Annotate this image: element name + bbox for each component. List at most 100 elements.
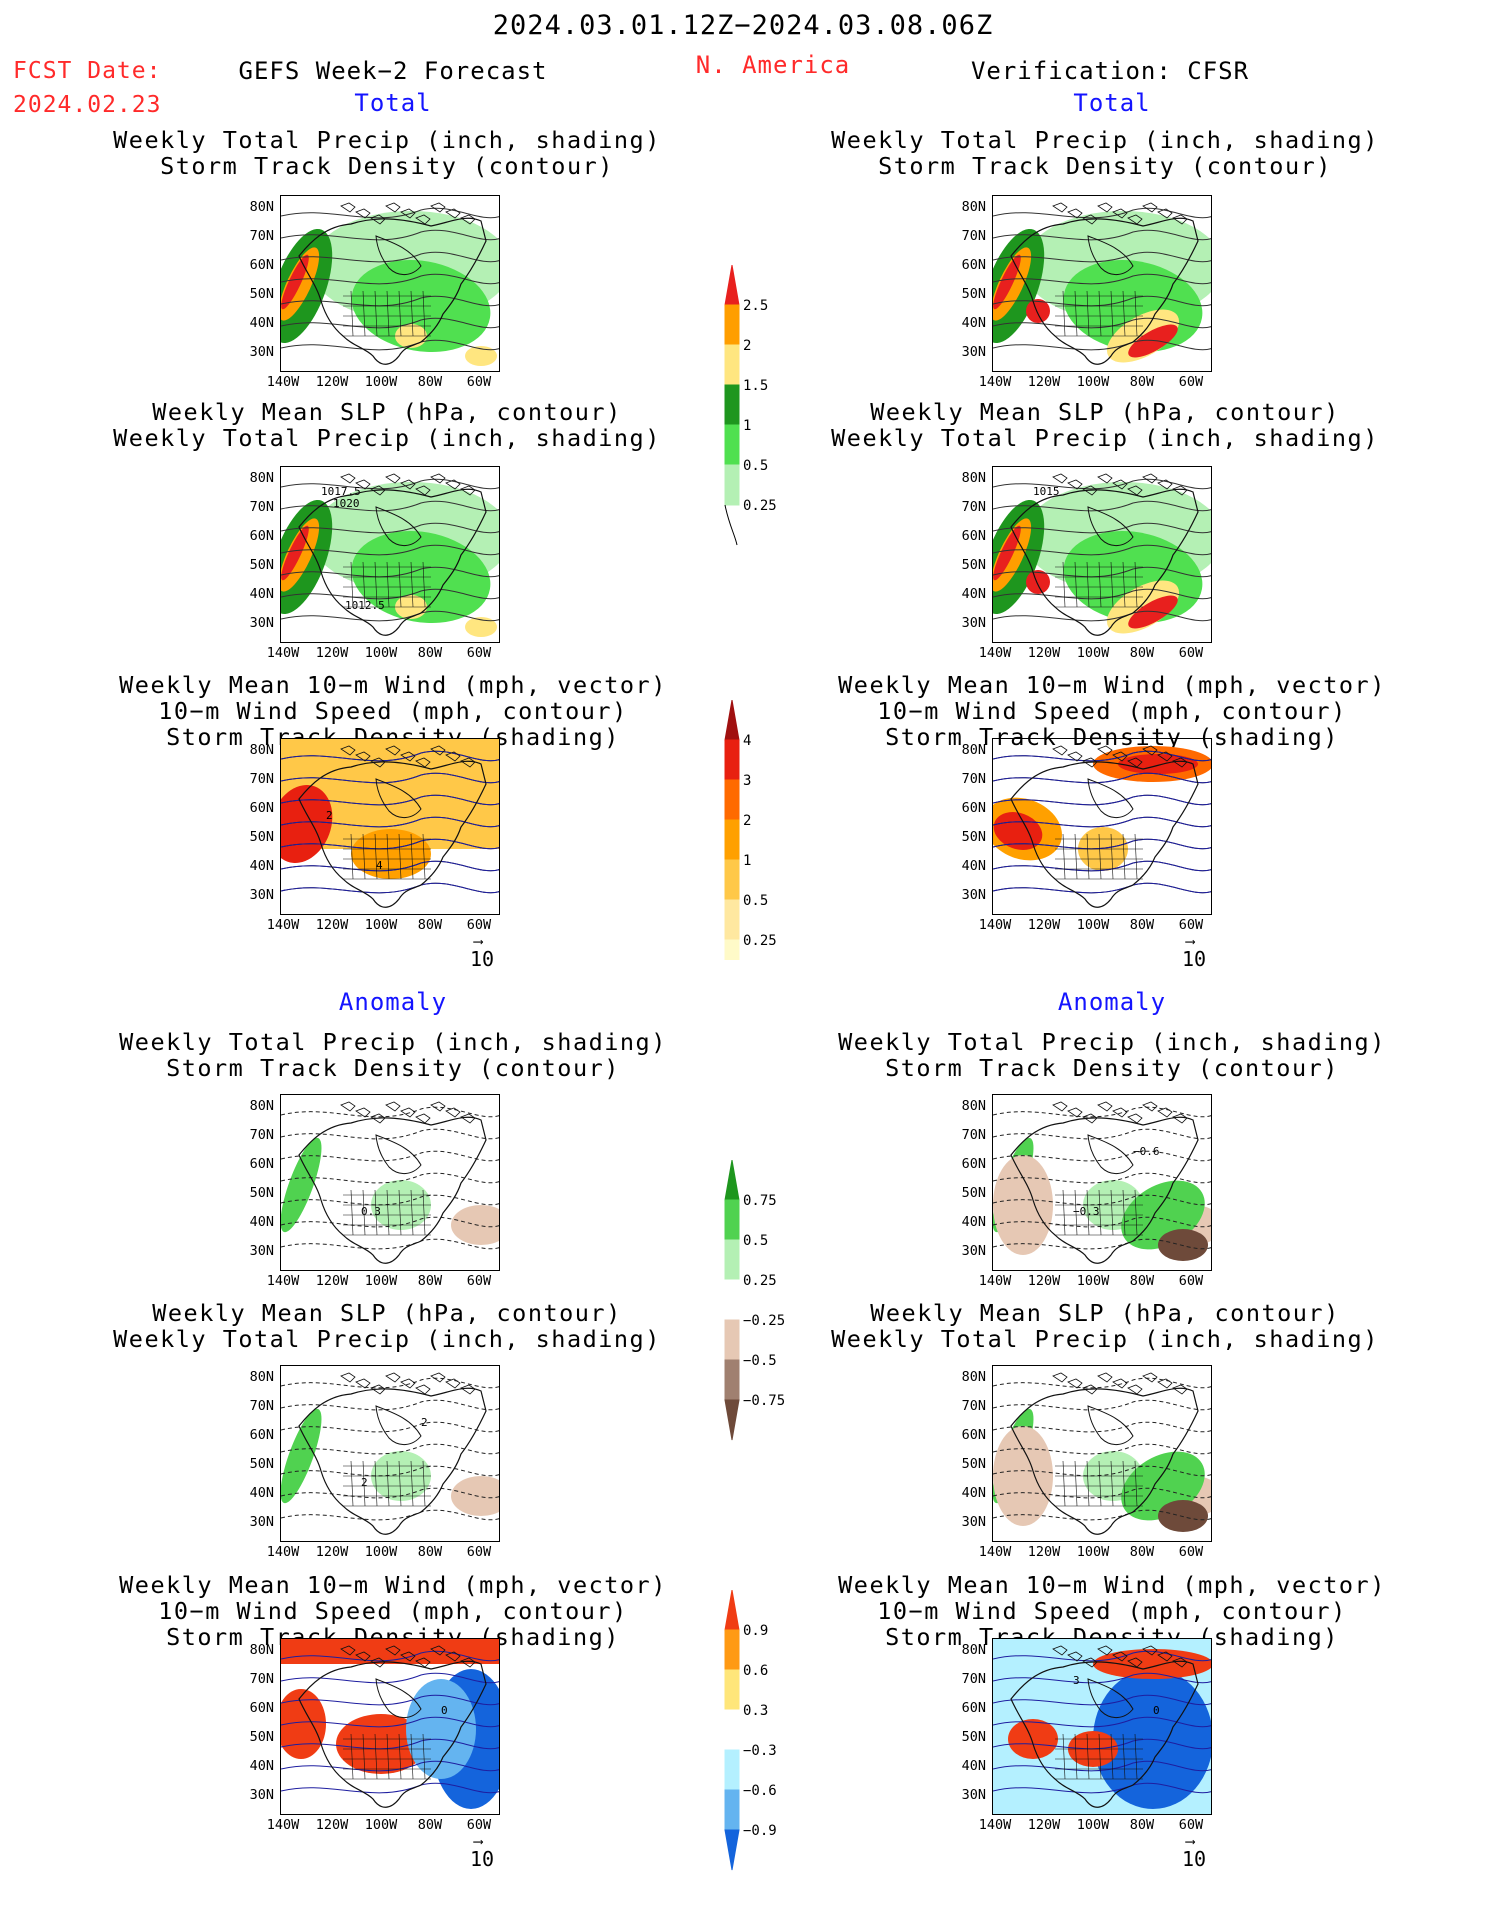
hudson-bay — [375, 1405, 422, 1445]
state-border — [350, 1189, 354, 1236]
lon-tick-label: 60W — [1178, 1817, 1204, 1833]
state-border — [1122, 290, 1126, 337]
arctic-island — [400, 1107, 416, 1118]
lon-tick-label: 120W — [1027, 374, 1061, 390]
state-border — [1074, 1189, 1078, 1236]
arrow-icon: ⟶ — [474, 934, 483, 950]
arctic-island — [415, 214, 431, 225]
hudson-bay — [1087, 778, 1134, 818]
panel-title-wind-storm: Weekly Mean 10−m Wind (mph, vector) 10−m… — [838, 671, 1386, 751]
lon-tick-label: 60W — [1178, 1544, 1204, 1560]
lat-tick-label: 50N — [961, 557, 986, 573]
state-border — [1074, 1733, 1078, 1780]
lat-tick-label: 60N — [249, 1700, 274, 1716]
contour-line — [993, 838, 1211, 850]
state-border — [398, 561, 402, 608]
arctic-island — [430, 1372, 446, 1383]
arctic-island — [415, 1113, 431, 1124]
state-border — [422, 561, 426, 608]
section-anomaly-right: Anomaly — [1057, 988, 1167, 1016]
contour-line — [993, 207, 1211, 219]
lat-tick-label: 50N — [961, 1456, 986, 1472]
colorbar-label: 2 — [743, 338, 751, 354]
arctic-island — [1052, 202, 1068, 213]
lon-tick-label: 60W — [466, 1273, 492, 1289]
lat-tick-label: 50N — [961, 1729, 986, 1745]
colorbar-segment — [724, 1160, 740, 1201]
lat-tick-label: 30N — [961, 887, 986, 903]
colorbar-segment — [724, 1359, 740, 1401]
lat-tick-label: 70N — [249, 1671, 274, 1687]
contour-line — [281, 750, 499, 762]
lat-tick-label: 40N — [961, 315, 986, 331]
model-title: GEFS Week−2 Forecast — [238, 57, 548, 85]
shading-area — [1093, 1649, 1211, 1679]
map-panel-panom-right: −0.3 −0.6 — [992, 1094, 1212, 1271]
state-border — [350, 561, 354, 608]
arctic-island — [1067, 1378, 1083, 1389]
coastline — [1010, 488, 1199, 636]
colorbar-segment — [724, 1789, 740, 1831]
arctic-island — [460, 1384, 476, 1395]
arctic-island — [385, 202, 401, 213]
colorbar-label: 2.5 — [743, 298, 768, 314]
lat-tick-label: 80N — [961, 742, 986, 758]
lat-tick-label: 40N — [249, 315, 274, 331]
lat-tick-label: 60N — [961, 800, 986, 816]
lon-tick-label: 140W — [266, 1544, 300, 1560]
vector-reference-label: 10 — [470, 1847, 495, 1871]
arctic-island — [1157, 208, 1173, 219]
state-border — [1134, 290, 1138, 337]
state-border — [1110, 1733, 1114, 1780]
arctic-island — [1127, 1384, 1143, 1395]
lat-tick-label: 60N — [961, 528, 986, 544]
state-border — [1086, 561, 1090, 608]
colorbar-label: 0.5 — [743, 893, 768, 909]
state-border — [386, 1189, 390, 1236]
arctic-island — [445, 479, 461, 490]
lat-tick-label: 70N — [961, 771, 986, 787]
lon-tick-label: 80W — [1129, 1817, 1155, 1833]
state-border — [386, 1460, 390, 1507]
arctic-island — [355, 1378, 371, 1389]
contour-line — [993, 860, 1211, 872]
colorbar-label: −0.5 — [743, 1353, 777, 1369]
lon-tick-label: 120W — [315, 1817, 349, 1833]
arctic-island — [1172, 1657, 1188, 1668]
arctic-island — [445, 751, 461, 762]
vector-reference-label: 10 — [1182, 947, 1207, 971]
arctic-island — [1172, 214, 1188, 225]
arctic-island — [415, 757, 431, 768]
lat-tick-label: 80N — [249, 1369, 274, 1385]
contour-line — [281, 1650, 499, 1662]
lat-tick-label: 40N — [249, 1214, 274, 1230]
lat-tick-label: 80N — [249, 199, 274, 215]
contour-line — [993, 882, 1211, 894]
shading-area — [993, 1155, 1053, 1255]
arctic-island — [370, 485, 386, 496]
hudson-bay — [375, 1678, 422, 1718]
contour-line — [281, 588, 499, 600]
colorbar-segment — [724, 1319, 740, 1361]
shading-area — [281, 1137, 322, 1233]
colorbar-label: 0.25 — [743, 498, 777, 514]
state-border — [1122, 1189, 1126, 1236]
contour-label: 0 — [441, 1704, 448, 1717]
lat-tick-label: 80N — [249, 470, 274, 486]
state-border — [1122, 561, 1126, 608]
colorbar-segment — [724, 344, 740, 386]
contour-label: 4 — [376, 859, 383, 872]
shading-area — [281, 525, 309, 581]
contour-line — [993, 478, 1211, 490]
lat-tick-label: 70N — [249, 771, 274, 787]
arctic-island — [385, 1645, 401, 1656]
coastline — [298, 760, 487, 908]
arctic-island — [1172, 1384, 1188, 1395]
arctic-island — [1097, 1101, 1113, 1112]
lon-tick-label: 80W — [417, 1544, 443, 1560]
state-border — [1134, 561, 1138, 608]
shading-area — [993, 1426, 1053, 1526]
lon-tick-label: 120W — [1027, 1273, 1061, 1289]
map-panel-precip-right — [992, 195, 1212, 372]
arctic-island — [1127, 757, 1143, 768]
